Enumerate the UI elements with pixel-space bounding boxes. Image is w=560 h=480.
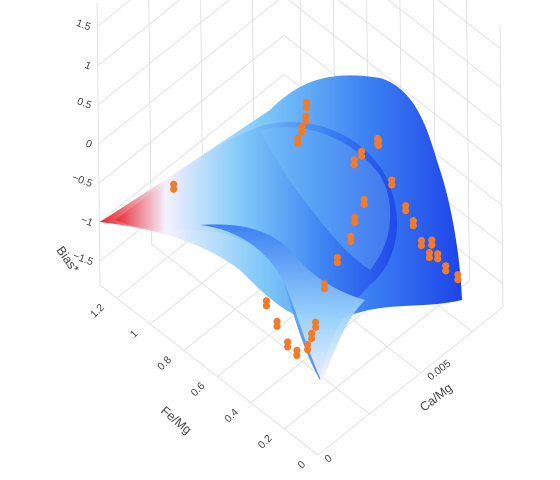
backwall-gridline [98,34,285,184]
sidewall-gridline [437,0,501,49]
data-point [402,207,410,215]
floor-gridline [99,284,319,456]
y-axis-title: Ca/Mg [417,381,455,415]
floor-gridline [317,306,504,456]
data-point [360,200,368,208]
data-point [374,136,383,145]
backwall-gridline [97,0,181,66]
surface-shading [260,127,391,270]
data-point [273,317,281,325]
data-point [302,103,311,112]
data-point [298,128,306,136]
data-point [351,213,359,221]
data-point [428,236,436,244]
sidewall-gridline [287,0,502,167]
data-point [454,271,462,279]
data-point [409,222,417,230]
data-point [293,346,301,355]
backwall-gridline [97,0,132,27]
data-point [302,98,311,107]
data-point [442,262,450,270]
data-point [312,318,320,326]
data-point [312,323,320,331]
sidewall-gridline [337,0,502,128]
data-point [350,156,358,164]
x-tick-label: 0.6 [189,380,208,399]
data-point [302,117,310,125]
sidewall-gridline [387,0,501,88]
data-point [434,255,442,263]
data-point [170,180,178,188]
data-point [302,112,310,120]
data-point [347,237,355,245]
y-tick-label: 0.005 [425,357,453,383]
data-point [284,338,292,346]
z-tick-label: 1 [83,59,93,72]
z-tick-label: 1.5 [74,17,92,33]
floor-gridline [151,243,370,415]
data-point [425,253,434,262]
x-tick-label: 0.8 [155,354,174,373]
data-point [428,241,436,249]
data-point [298,123,306,131]
y-tick-label: 0 [322,452,334,465]
z-tick-label: 0.5 [75,95,93,111]
data-points [170,98,462,360]
data-point [360,195,368,203]
data-point [304,340,312,349]
backwall-gridline [98,0,280,145]
data-point [374,141,383,150]
x-tick-label: 1.2 [88,302,107,321]
z-tick-label: −0.5 [70,172,94,190]
x-tick-label: 1 [128,328,141,341]
data-point [170,185,178,193]
data-point [294,134,302,143]
z-tick-label: −1 [79,214,95,229]
data-point [357,147,366,155]
data-point [308,329,316,337]
data-point [273,322,281,330]
surface-valley [200,224,365,382]
data-point [351,218,359,226]
data-point [320,280,329,288]
data-point [425,248,434,257]
x-tick-label: 0 [296,459,309,472]
fitted-surface [100,75,462,382]
data-point [402,202,410,210]
data-point [388,176,396,184]
x-axis-title: Fe/Mg [158,404,194,438]
z-tick-label: 0 [84,138,94,151]
data-point [434,250,442,258]
data-point [333,258,342,267]
data-point [262,302,271,310]
data-point [304,345,312,354]
data-point [293,351,301,360]
data-point [294,139,302,148]
data-point [417,241,426,250]
data-point [357,152,366,160]
data-point [347,232,355,240]
x-tick-label: 0.2 [256,432,275,451]
data-point [320,285,329,293]
backwall-gridline [99,74,285,223]
data-point [388,181,396,189]
data-point [442,267,450,275]
data-point [417,236,426,245]
backwall-gridline [97,0,230,106]
x-tick-label: 0.4 [222,406,241,425]
data-point [333,253,342,262]
data-point [262,297,271,305]
data-point [308,334,316,342]
data-point [409,217,417,225]
data-point [454,276,462,284]
data-point [350,161,358,169]
data-point [284,343,292,351]
